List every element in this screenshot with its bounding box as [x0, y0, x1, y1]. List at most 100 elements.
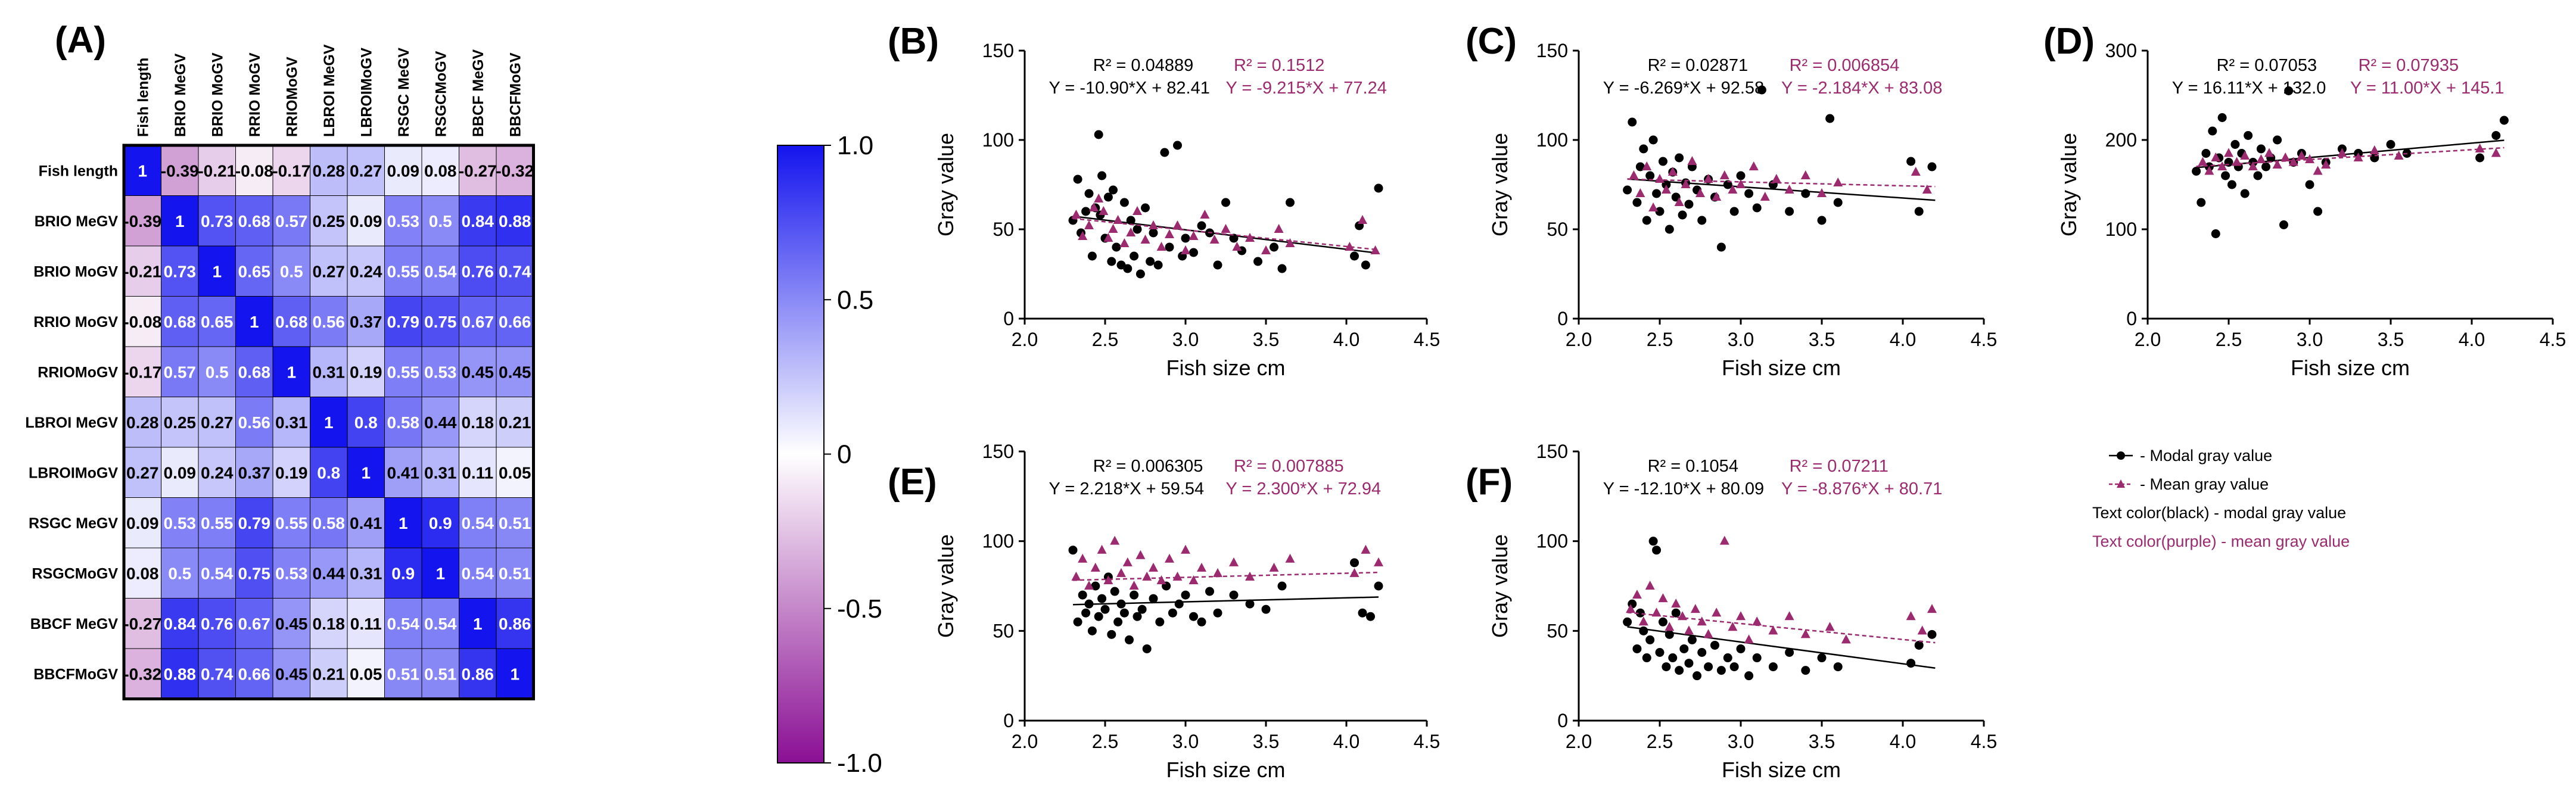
mean-gray-point [1084, 220, 1094, 229]
heatmap-cell [123, 346, 161, 397]
x-tick-label: 3.0 [1172, 731, 1199, 752]
modal-gray-point [1350, 251, 1359, 261]
scatter-panel-f: (F) 0 50 100 150 2.0 2.5 3.0 3.5 4.0 4.5 Fish size … [1466, 441, 1997, 782]
mean-gray-point [1078, 231, 1088, 240]
modal-gray-point [2217, 113, 2227, 122]
cell-value: 0.44 [424, 413, 457, 432]
x-tick-label: 2.5 [1092, 329, 1118, 350]
colorbar: 1.0 0.5 0 -0.5 -1.0 [777, 131, 882, 778]
mean-gray-point [1736, 179, 1746, 188]
cell-value: 0.79 [387, 313, 420, 331]
modal-gray-point [2227, 180, 2236, 189]
modal-gray-point [1081, 207, 1091, 216]
mean-gray-point [1090, 562, 1100, 572]
mean-gray-point [1156, 242, 1166, 251]
modal-gray-point [2197, 198, 2206, 207]
column-label: BBCF MeGV [470, 49, 487, 137]
modal-gray-point [1906, 157, 1916, 166]
modal-equation-label: Y = 2.218*X + 59.54 [1049, 479, 1205, 498]
cell-value: 0.56 [238, 413, 271, 432]
modal-gray-point [1087, 251, 1097, 261]
mean-gray-point [1800, 170, 1810, 179]
x-tick-label: 3.0 [1172, 329, 1199, 350]
cell-value: 0.56 [313, 313, 346, 331]
modal-gray-point [2240, 189, 2250, 198]
y-tick-label: 0 [1557, 308, 1568, 329]
cell-value: 1 [399, 514, 408, 532]
modal-gray-point [1678, 210, 1687, 220]
mean-gray-point [1345, 242, 1355, 251]
heatmap-cell [198, 447, 236, 498]
mean-gray-point [2337, 148, 2347, 157]
modal-gray-point [1671, 608, 1681, 618]
modal-gray-point [1710, 640, 1719, 650]
mean-gray-point [1712, 607, 1722, 617]
mean-gray-point [1703, 629, 1713, 638]
x-tick-label: 4.0 [2459, 329, 2485, 350]
x-tick-label: 3.5 [1809, 731, 1835, 752]
y-tick-label: 0 [2126, 308, 2137, 329]
x-tick-label: 3.5 [1253, 731, 1279, 752]
modal-gray-point [1628, 117, 1637, 127]
cell-value: 0.65 [201, 313, 234, 331]
mean-gray-point [2353, 152, 2363, 161]
modal-gray-point [1817, 216, 1827, 225]
heatmap-cell [347, 547, 385, 599]
modal-gray-point [2284, 86, 2294, 95]
mean-gray-point [1071, 571, 1081, 581]
cell-value: 0.74 [201, 665, 234, 683]
cell-value: -0.21 [198, 161, 236, 180]
mean-gray-point [1197, 562, 1206, 572]
modal-r2-label: R² = 0.1054 [1648, 457, 1738, 476]
row-label: LBROI MeGV [25, 415, 118, 431]
modal-gray-point [1149, 228, 1158, 238]
mean-legend-marker [2117, 479, 2125, 488]
modal-r2-label: R² = 0.04889 [1093, 56, 1193, 75]
panel-label: (F) [1466, 462, 1513, 503]
mean-gray-point [2305, 154, 2314, 163]
modal-gray-point [1635, 608, 1645, 618]
mean-gray-point [1122, 557, 1133, 566]
modal-gray-point [1135, 269, 1145, 279]
row-label: LBROIMoGV [29, 465, 118, 481]
modal-gray-point [1639, 626, 1648, 635]
mean-gray-point [1078, 553, 1088, 563]
mean-gray-point [1221, 224, 1231, 233]
cell-value: 0.55 [387, 262, 420, 281]
modal-r2-label: R² = 0.02871 [1648, 56, 1748, 75]
heatmap-cell [198, 648, 236, 699]
x-tick-label: 2.5 [2216, 329, 2242, 350]
modal-gray-point [1173, 141, 1182, 150]
modal-gray-point [1648, 135, 1658, 145]
cell-value: 0.31 [424, 463, 457, 482]
modal-gray-point [1110, 587, 1119, 596]
modal-gray-point [1286, 198, 1295, 207]
column-label: RRIO MoGV [247, 52, 263, 137]
y-tick-label: 50 [1547, 219, 1568, 240]
legend-note: Text color(black) - modal gray value [2092, 504, 2346, 522]
heatmap-cell [161, 648, 199, 699]
heatmap-cell [235, 346, 273, 397]
cell-value: 0.9 [391, 564, 415, 582]
mean-gray-point [1269, 562, 1279, 572]
heatmap-cell [310, 245, 348, 297]
modal-gray-point [1927, 630, 1937, 639]
heatmap-cell [459, 346, 497, 397]
cell-value: 0.05 [499, 463, 531, 482]
heatmap-cell [496, 346, 534, 397]
cell-value: 0.21 [499, 413, 531, 432]
x-tick-label: 2.5 [1647, 731, 1673, 752]
heatmap-cell [421, 547, 459, 599]
mean-gray-point [1674, 197, 1684, 206]
heatmap-cell [310, 547, 348, 599]
mean-gray-point [1728, 622, 1738, 631]
heatmap-cell [161, 497, 199, 549]
modal-r2-label: R² = 0.07053 [2217, 56, 2317, 75]
cell-value: 0.51 [424, 665, 457, 683]
cell-value: 0.79 [238, 514, 271, 532]
mean-gray-point [1089, 202, 1099, 211]
modal-gray-point [1648, 537, 1658, 546]
heatmap-cell [123, 447, 161, 498]
modal-gray-point [2253, 171, 2263, 180]
colorbar-tick-label: -0.5 [837, 594, 882, 624]
